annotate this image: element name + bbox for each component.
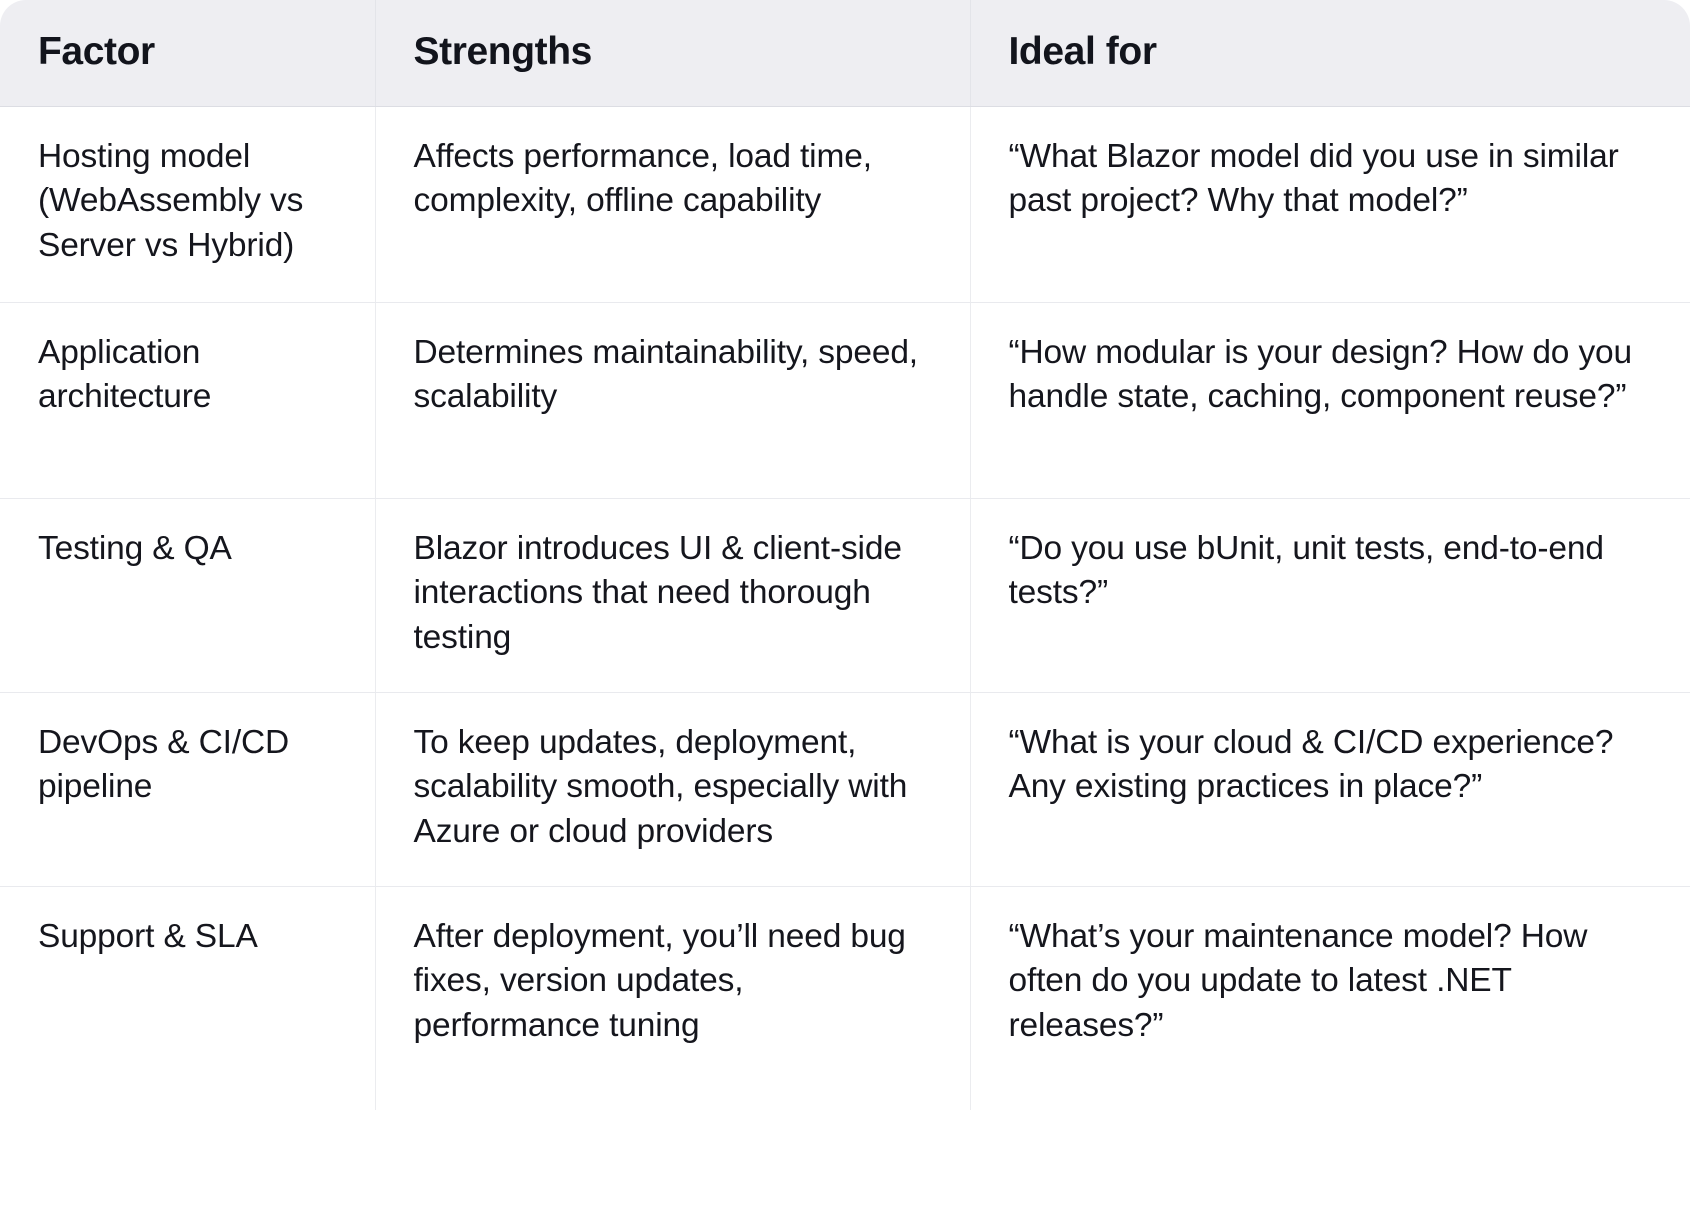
cell-strengths-text: After deployment, you’ll need bug fixes,… xyxy=(413,917,906,1044)
cell-ideal-for-text: “Do you use bUnit, unit tests, end-to-en… xyxy=(1008,529,1604,612)
cell-factor-text: Testing & QA xyxy=(38,529,232,567)
cell-factor: Testing & QA xyxy=(0,498,376,693)
table-row: Hosting model (WebAssembly vs Server vs … xyxy=(0,106,1690,303)
cell-ideal-for: “Do you use bUnit, unit tests, end-to-en… xyxy=(970,498,1690,693)
cell-ideal-for-text: “How modular is your design? How do you … xyxy=(1008,333,1633,416)
cell-factor-text: Support & SLA xyxy=(38,917,258,955)
cell-strengths: Affects performance, load time, complexi… xyxy=(375,106,971,303)
table-row: DevOps & CI/CD pipeline To keep updates,… xyxy=(0,692,1690,887)
cell-factor: Support & SLA xyxy=(0,886,376,1111)
cell-ideal-for-text: “What Blazor model did you use in simila… xyxy=(1008,137,1619,220)
column-header-ideal-for: Ideal for xyxy=(970,0,1690,107)
table-header-row: Factor Strengths Ideal for xyxy=(0,0,1690,107)
cell-ideal-for: “What’s your maintenance model? How ofte… xyxy=(970,886,1690,1111)
cell-strengths: Determines maintainability, speed, scala… xyxy=(375,302,971,499)
cell-strengths-text: Affects performance, load time, complexi… xyxy=(413,137,873,220)
column-header-strengths: Strengths xyxy=(375,0,971,107)
cell-factor: Hosting model (WebAssembly vs Server vs … xyxy=(0,106,376,303)
cell-strengths: After deployment, you’ll need bug fixes,… xyxy=(375,886,971,1111)
cell-factor: DevOps & CI/CD pipeline xyxy=(0,692,376,887)
cell-factor: Application architecture xyxy=(0,302,376,499)
cell-ideal-for: “What Blazor model did you use in simila… xyxy=(970,106,1690,303)
cell-ideal-for-text: “What’s your maintenance model? How ofte… xyxy=(1008,917,1588,1044)
cell-strengths: To keep updates, deployment, scalability… xyxy=(375,692,971,887)
table-row: Support & SLA After deployment, you’ll n… xyxy=(0,886,1690,1111)
table-body: Hosting model (WebAssembly vs Server vs … xyxy=(0,106,1690,1111)
comparison-table: Factor Strengths Ideal for Hosting model… xyxy=(0,0,1690,1111)
cell-factor-text: Hosting model (WebAssembly vs Server vs … xyxy=(38,137,304,264)
table-row: Testing & QA Blazor introduces UI & clie… xyxy=(0,498,1690,693)
cell-strengths-text: Determines maintainability, speed, scala… xyxy=(413,333,919,416)
cell-strengths-text: Blazor introduces UI & client-side inter… xyxy=(413,529,902,656)
cell-factor-text: DevOps & CI/CD pipeline xyxy=(38,723,290,806)
column-header-factor: Factor xyxy=(0,0,376,107)
table-header: Factor Strengths Ideal for xyxy=(0,0,1690,107)
cell-strengths-text: To keep updates, deployment, scalability… xyxy=(413,723,908,850)
table-row: Application architecture Determines main… xyxy=(0,302,1690,499)
cell-factor-text: Application architecture xyxy=(38,333,212,416)
cell-ideal-for: “What is your cloud & CI/CD experience? … xyxy=(970,692,1690,887)
cell-ideal-for: “How modular is your design? How do you … xyxy=(970,302,1690,499)
cell-strengths: Blazor introduces UI & client-side inter… xyxy=(375,498,971,693)
cell-ideal-for-text: “What is your cloud & CI/CD experience? … xyxy=(1008,723,1614,806)
